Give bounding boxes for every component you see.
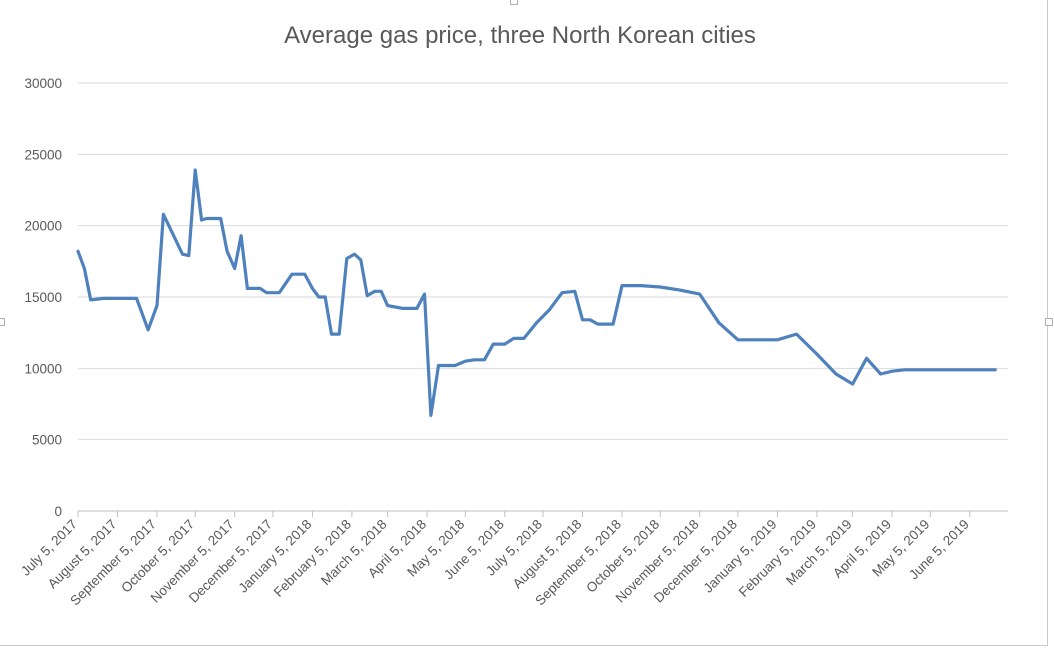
y-tick-label: 30000 (24, 76, 62, 91)
x-tick-label: August 5, 2018 (510, 517, 585, 592)
resize-handle-top[interactable] (510, 0, 518, 5)
series-line (76, 168, 997, 417)
y-tick-label: 10000 (24, 361, 62, 376)
y-tick-label: 0 (54, 504, 62, 519)
y-tick-label: 15000 (24, 290, 62, 305)
chart-title: Average gas price, three North Korean ci… (284, 22, 756, 49)
x-tick-label: August 5, 2017 (45, 517, 120, 592)
y-tick-label: 5000 (32, 433, 62, 448)
resize-handle-right[interactable] (1045, 318, 1053, 326)
y-tick-label: 25000 (24, 147, 62, 162)
y-tick-label: 20000 (24, 219, 62, 234)
resize-handle-left[interactable] (0, 318, 5, 326)
